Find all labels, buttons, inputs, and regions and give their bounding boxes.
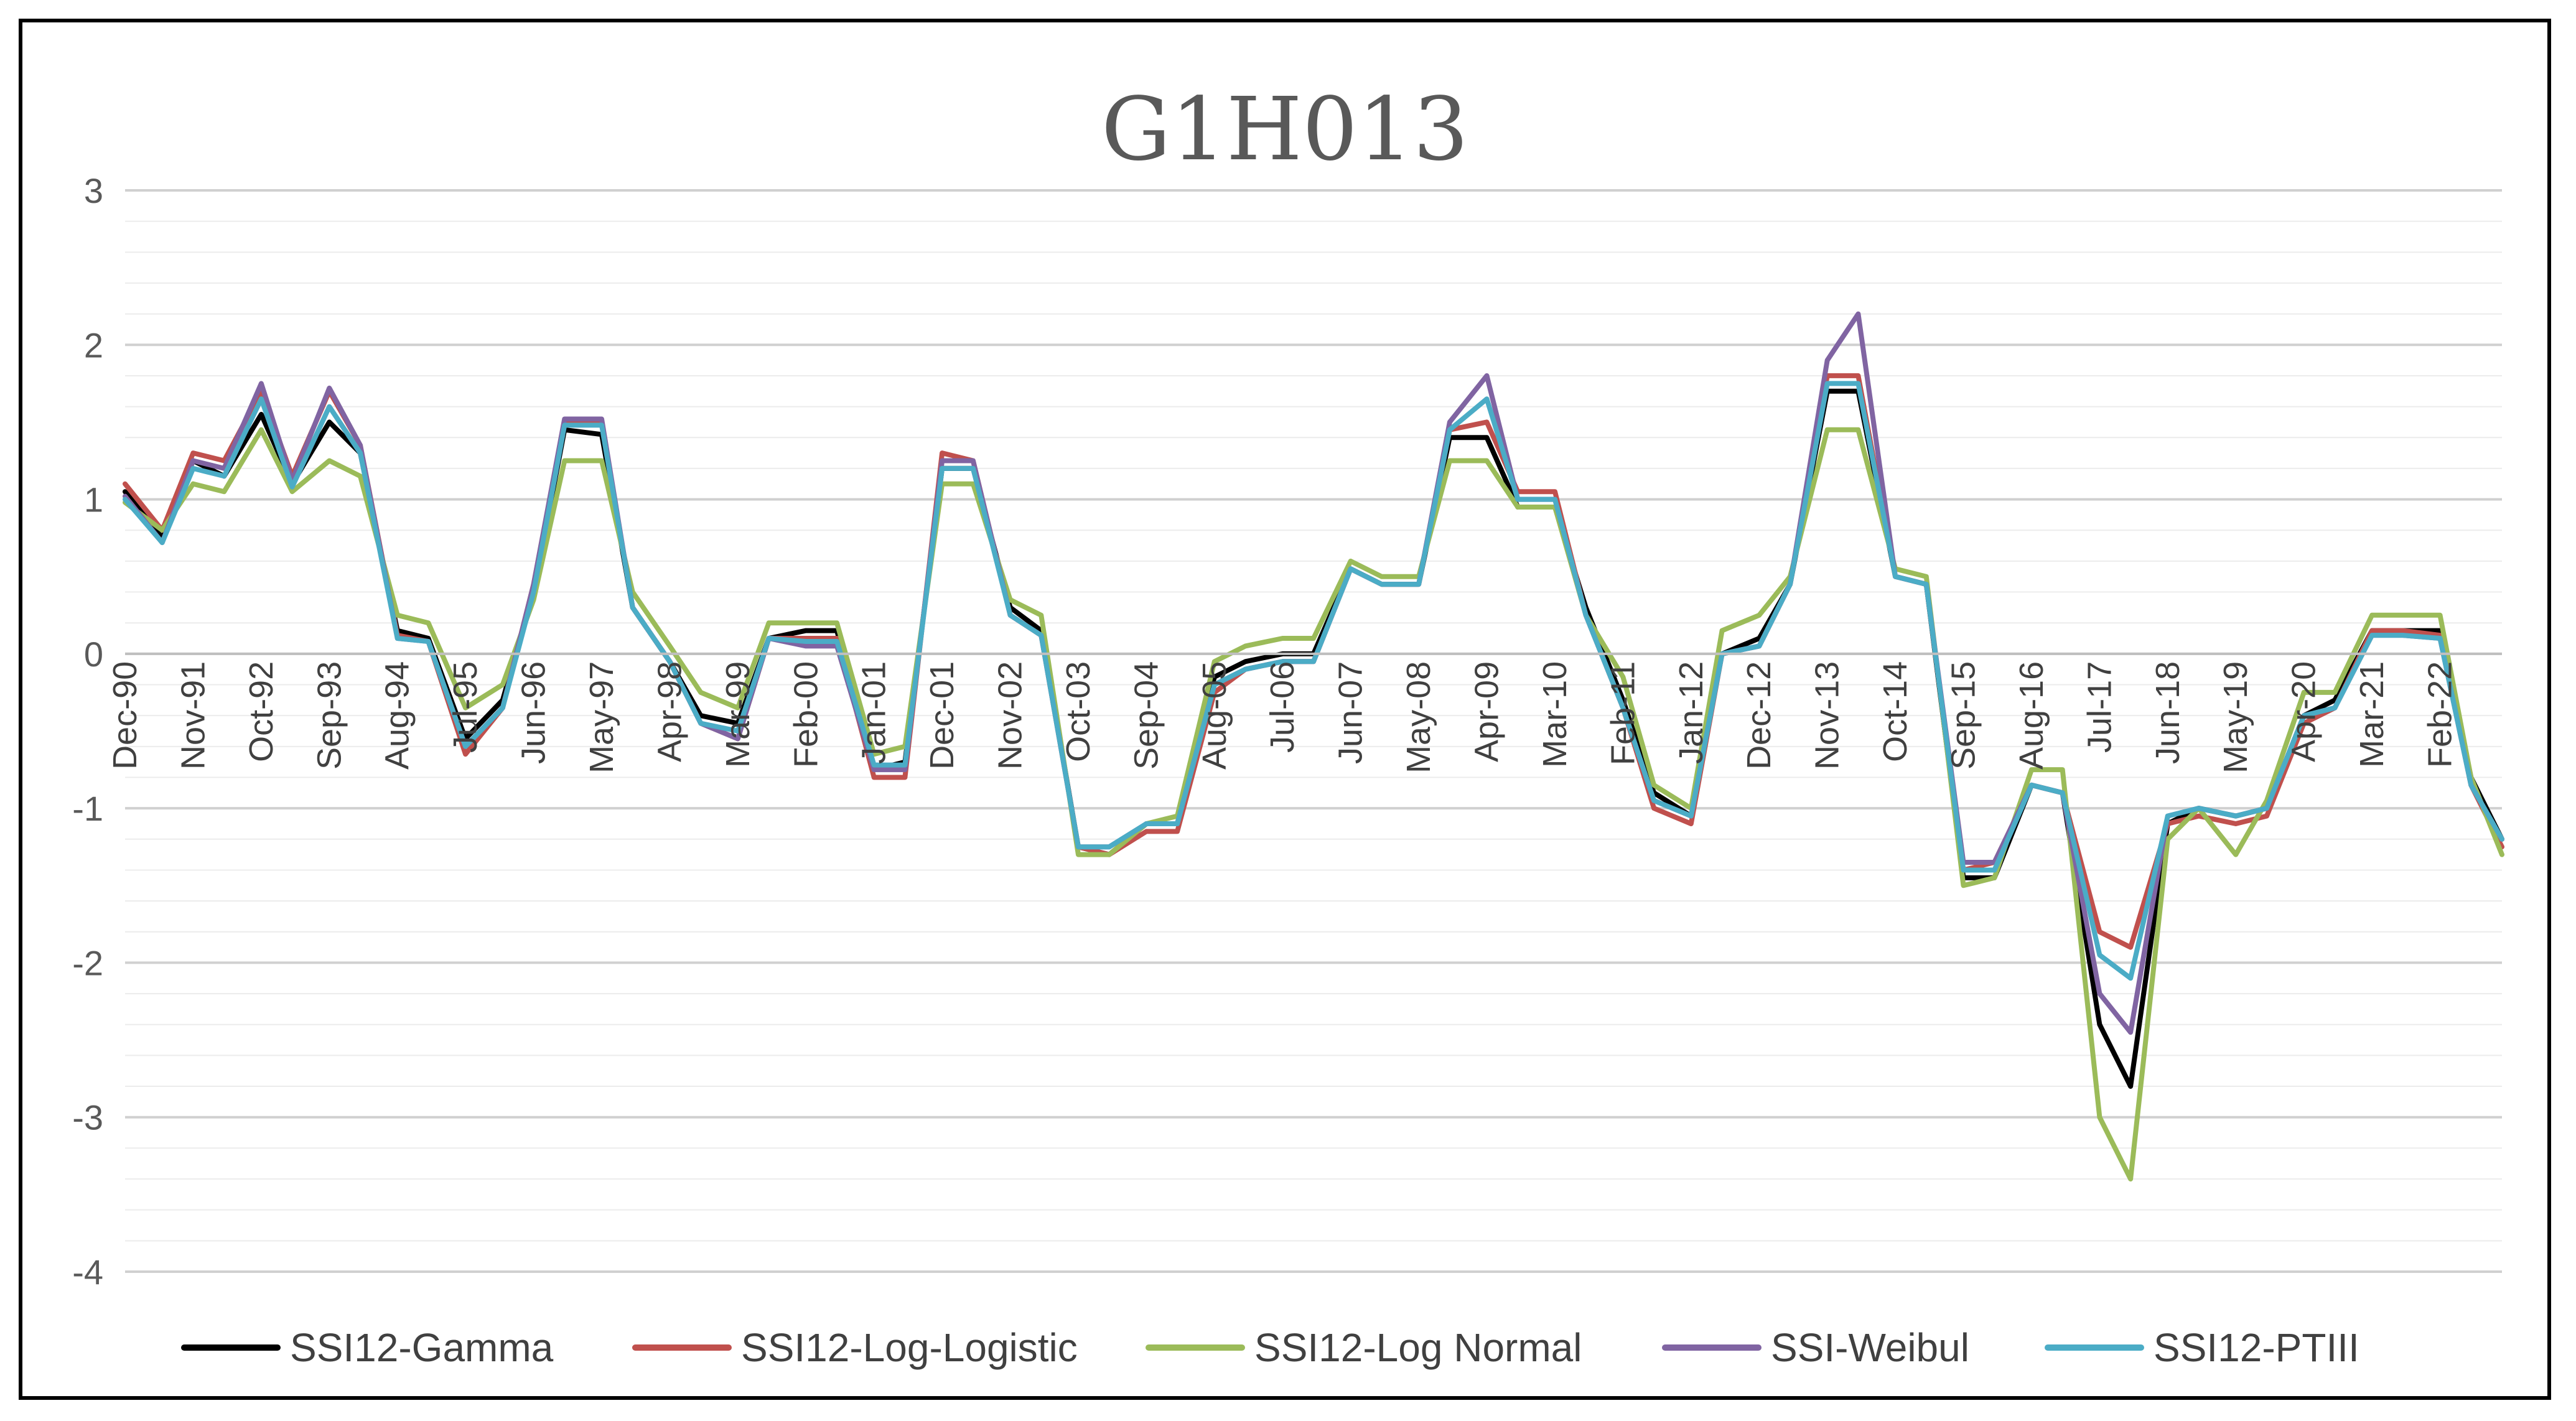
y-tick-label: -2 bbox=[72, 943, 103, 982]
x-tick-label: Aug-16 bbox=[2013, 661, 2050, 770]
x-tick-label: Mar-21 bbox=[2353, 661, 2391, 768]
x-tick-label: May-19 bbox=[2217, 661, 2254, 773]
x-tick-label: Nov-91 bbox=[174, 661, 212, 770]
y-tick-label: 3 bbox=[84, 171, 103, 210]
x-tick-label: Oct-14 bbox=[1877, 661, 1914, 762]
x-tick-label: Jul-95 bbox=[447, 661, 484, 753]
x-tick-label: Jun-07 bbox=[1332, 661, 1370, 764]
y-axis-ticks: 3 2 1 0 -1 -2 -3 -4 bbox=[72, 171, 103, 1292]
x-tick-label: May-97 bbox=[583, 661, 620, 773]
y-tick-label: 2 bbox=[84, 325, 103, 365]
x-tick-label: Dec-01 bbox=[923, 661, 961, 770]
gridlines bbox=[125, 189, 2502, 1273]
x-tick-label: Dec-90 bbox=[106, 661, 144, 770]
x-tick-label: Jun-96 bbox=[515, 661, 553, 764]
x-tick-label: Mar-99 bbox=[719, 661, 757, 768]
chart-title: G1H013 bbox=[1101, 79, 1468, 180]
x-tick-label: Apr-98 bbox=[651, 661, 688, 762]
x-tick-label: Jan-12 bbox=[1673, 661, 1710, 764]
x-tick-label: Jan-01 bbox=[856, 661, 893, 764]
x-tick-label: Feb-00 bbox=[787, 661, 824, 768]
y-tick-label: 1 bbox=[84, 480, 103, 519]
x-tick-label: Apr-09 bbox=[1468, 661, 1506, 762]
x-tick-label: Mar-10 bbox=[1536, 661, 1574, 768]
series-line-5 bbox=[123, 381, 2504, 981]
chart-frame: G1H013 3 2 1 0 -1 -2 -3 -4 Dec-90 Nov-91 Oct-92 Se… bbox=[19, 19, 2551, 1400]
x-tick-label: Aug-94 bbox=[379, 661, 416, 770]
x-tick-label: Oct-03 bbox=[1060, 661, 1097, 762]
x-tick-label: Oct-92 bbox=[243, 661, 280, 762]
x-tick-label: Jun-18 bbox=[2149, 661, 2186, 764]
x-axis-ticks: Dec-90 Nov-91 Oct-92 Sep-93 Aug-94 Jul-95 Jun-… bbox=[106, 661, 2459, 773]
y-tick-label: -3 bbox=[72, 1098, 103, 1137]
x-tick-label: Feb-22 bbox=[2422, 661, 2459, 768]
legend-label: SSI12-Log Normal bbox=[1254, 1325, 1582, 1370]
legend-label: SSI12-PTIII bbox=[2154, 1325, 2359, 1370]
x-tick-label: Sep-93 bbox=[310, 661, 348, 770]
x-tick-label: Nov-13 bbox=[1809, 661, 1846, 770]
series-line-3 bbox=[123, 427, 2504, 1181]
y-tick-label: 0 bbox=[84, 635, 103, 674]
x-tick-label: Dec-12 bbox=[1740, 661, 1778, 770]
legend-label: SSI-Weibul bbox=[1771, 1325, 1969, 1370]
y-tick-label: -1 bbox=[72, 789, 103, 828]
x-tick-label: Jul-17 bbox=[2081, 661, 2118, 753]
legend-label: SSI12-Gamma bbox=[290, 1325, 554, 1370]
x-tick-label: Nov-02 bbox=[992, 661, 1029, 770]
x-tick-label: Apr-20 bbox=[2285, 661, 2323, 762]
line-chart: G1H013 3 2 1 0 -1 -2 -3 -4 Dec-90 Nov-91 Oct-92 Se… bbox=[72, 79, 2504, 1370]
x-tick-label: Jul-06 bbox=[1264, 661, 1301, 753]
x-tick-label: May-08 bbox=[1400, 661, 1437, 773]
legend: SSI12-Gamma SSI12-Log-Logistic SSI12-Log N… bbox=[181, 1325, 2359, 1370]
x-tick-label: Feb-11 bbox=[1604, 661, 1641, 765]
x-tick-label: Sep-04 bbox=[1127, 661, 1165, 770]
legend-label: SSI12-Log-Logistic bbox=[741, 1325, 1078, 1370]
x-tick-label: Sep-15 bbox=[1945, 661, 1982, 770]
x-tick-label: Aug-05 bbox=[1196, 661, 1233, 770]
y-tick-label: -4 bbox=[72, 1252, 103, 1292]
